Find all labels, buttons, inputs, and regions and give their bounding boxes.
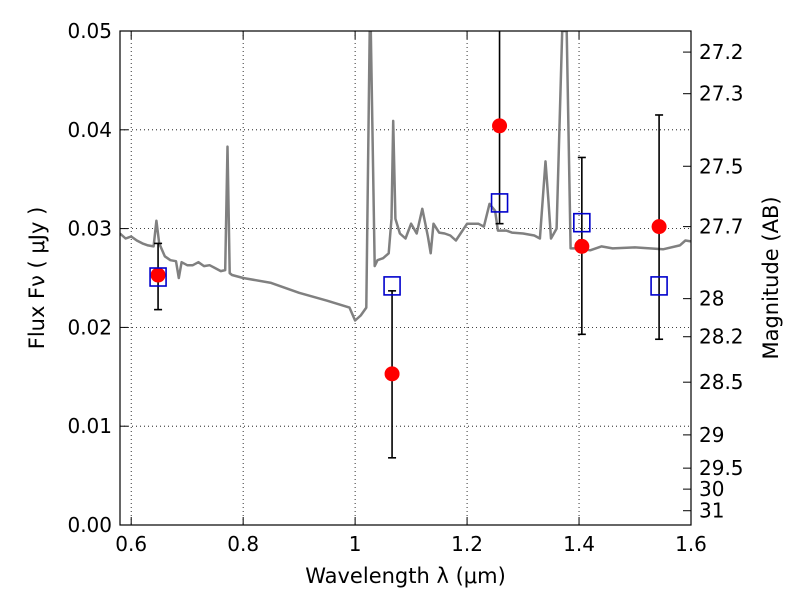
model-photometry-square [383,276,401,296]
marker-layer [149,118,668,382]
x-tick-label: 1.4 [563,532,595,556]
x-tick-label: 0.6 [115,532,147,556]
model-spectrum-line [120,31,691,322]
mag-tick-label: 27.3 [699,82,744,106]
mag-tick-label: 30 [699,477,724,501]
model-photometry-square [149,267,167,287]
observed-flux-point [651,219,667,235]
mag-tick-label: 28.2 [699,325,744,349]
y-tick-label: 0.04 [67,118,112,142]
y-tick-label: 0.05 [67,19,112,43]
observed-flux-point [574,238,590,254]
mag-tick-label: 31 [699,499,724,523]
observed-flux-point [150,267,166,283]
model-photometry-square [490,193,509,213]
y-tick-label: 0.02 [67,315,112,339]
observed-flux-point [384,366,400,382]
mag-tick-label: 28.5 [699,370,744,394]
mag-tick-label: 29.5 [699,456,744,480]
model-photometry-square [573,212,591,233]
y-axis-label: Flux Fν ( μJy ) [25,207,49,350]
observed-flux-point [492,118,508,134]
y2-axis-label: Magnitude (AB) [759,196,783,359]
mag-tick-label: 27.2 [699,40,744,64]
x-tick-label: 0.8 [227,532,259,556]
mag-tick-label: 29 [699,423,724,447]
x-tick-label: 1.2 [451,532,483,556]
mag-tick-label: 28 [699,287,724,311]
x-tick-label: 1 [349,532,362,556]
x-axis-label: Wavelength λ (μm) [305,564,506,588]
model-photometry-square [650,276,668,296]
plot-frame [119,30,692,526]
y-tick-label: 0.03 [67,217,112,241]
spectrum-layer [120,31,691,322]
mag-tick-label: 27.5 [699,154,744,178]
mag-tick-label: 27.7 [699,215,744,239]
x-tick-label: 1.6 [675,532,707,556]
y-tick-label: 0.00 [67,513,112,537]
y-tick-label: 0.01 [67,414,112,438]
axis-layer: 0.6 0.8 1 1.2 1.4 1.6 0.00 0.01 0.02 0.03 0.04 0.05… [67,19,743,556]
